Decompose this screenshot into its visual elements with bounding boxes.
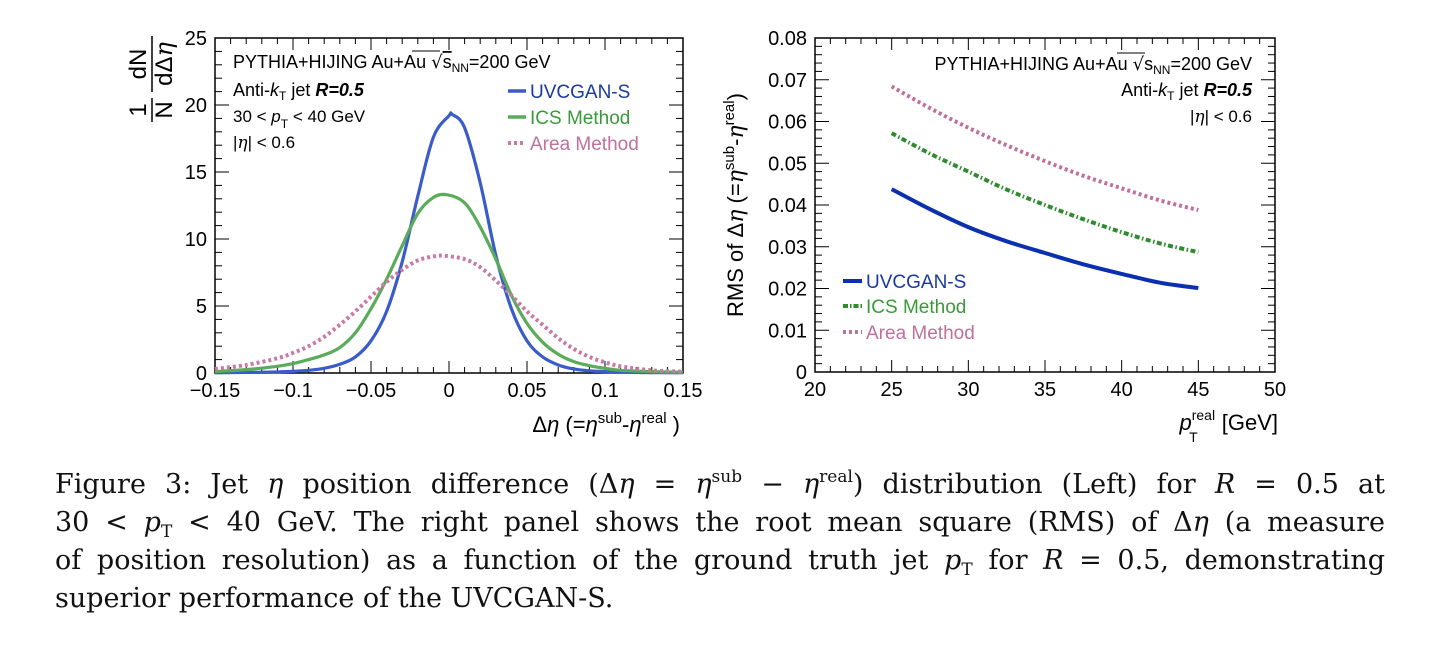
series-line-ics-method	[214, 192, 684, 374]
left-ylabel-N: N	[151, 101, 178, 118]
legend-label-ics: ICS Method	[530, 108, 630, 129]
y-tick-label: 10	[185, 229, 207, 251]
y-tick-label: 0.06	[768, 112, 807, 134]
right-legend-item-ics: ICS Method	[843, 297, 966, 318]
right-xlabel: preal T [GeV]	[1178, 407, 1278, 445]
legend-label-area: Area Method	[866, 323, 975, 344]
figure-caption: Figure 3: Jet η position difference (Δη …	[55, 466, 1385, 618]
x-tick-label: 0.1	[591, 380, 619, 402]
series-line-ics-method	[890, 131, 1199, 255]
left-tick-labels: −0.15 −0.1 −0.05 0 0.05 0.1 0.15 0 5 10 15 20 25	[185, 28, 703, 402]
right-ylabel: RMS of Δη (=ηsub-ηreal)	[721, 93, 749, 317]
caption-line-3: of position resolution) as a function of…	[55, 545, 1385, 580]
left-ylabel: 1 N dN dΔη	[125, 36, 178, 122]
y-tick-label: 0	[796, 362, 807, 384]
x-tick-label: 35	[1034, 379, 1056, 401]
legend-label-uvcgan: UVCGAN-S	[530, 82, 630, 103]
left-annotation-pt: 30 < pT < 40 GeV	[233, 107, 366, 131]
caption-line-2: 30 < pT < 40 GeV. The right panel shows …	[55, 507, 1385, 542]
y-tick-label: 0.02	[768, 279, 807, 301]
y-tick-label: 20	[185, 95, 207, 117]
left-axis-ticks	[214, 37, 684, 374]
left-ylabel-dN: dN	[125, 49, 152, 80]
y-tick-label: 0.07	[768, 70, 807, 92]
left-panel: −0.15 −0.1 −0.05 0 0.05 0.1 0.15 0 5 10 15 20 25 1 N…	[125, 28, 702, 437]
right-legend-item-uvcgan: UVCGAN-S	[843, 272, 966, 293]
left-xlabel: Δη (=ηsub-ηreal )	[532, 410, 680, 437]
caption-line-4: superior performance of the UVCGAN-S.	[55, 583, 614, 614]
right-legend: UVCGAN-S ICS Method Area Method	[843, 272, 975, 344]
y-tick-label: 0	[196, 363, 207, 385]
left-legend-item-area: Area Method	[508, 134, 639, 155]
legend-label-uvcgan: UVCGAN-S	[866, 272, 966, 293]
x-tick-label: 0	[443, 380, 454, 402]
legend-label-ics: ICS Method	[866, 297, 966, 318]
x-tick-label: 25	[881, 379, 903, 401]
left-ylabel-ddeta: dΔη	[150, 42, 178, 86]
y-tick-label: 0.01	[768, 320, 807, 342]
x-tick-label: −0.15	[190, 380, 241, 402]
y-tick-label: 0.04	[768, 195, 807, 217]
left-legend-item-uvcgan: UVCGAN-S	[508, 82, 630, 103]
x-tick-label: 30	[957, 379, 979, 401]
y-tick-label: 0.03	[768, 237, 807, 259]
right-panel: 20 25 30 35 40 45 50 0 0.01 0.02 0.03 0.04 0.05 0.06 0…	[721, 28, 1286, 445]
x-tick-label: −0.1	[273, 380, 312, 402]
x-tick-label: 0.05	[508, 380, 547, 402]
right-annotation-jet: Anti-kT jet R=0.5	[1121, 80, 1253, 103]
x-tick-label: 40	[1111, 379, 1133, 401]
y-tick-label: 5	[196, 296, 207, 318]
y-tick-label: 15	[185, 162, 207, 184]
right-legend-item-area: Area Method	[843, 323, 975, 344]
right-tick-labels: 20 25 30 35 40 45 50 0 0.01 0.02 0.03 0.04 0.05 0.06 0…	[768, 28, 1286, 401]
right-annotation-eta: |η| < 0.6	[1190, 107, 1252, 127]
left-annotation-collision: PYTHIA+HIJING Au+Au √sNN=200 GeV	[233, 52, 550, 75]
series-line-uvcgan-s	[214, 111, 684, 375]
left-annotation-jet: Anti-kT jet R=0.5	[233, 80, 365, 103]
series-line-area-method	[214, 253, 684, 374]
left-curves	[214, 111, 684, 375]
y-tick-label: 0.08	[768, 28, 807, 50]
left-ylabel-one: 1	[125, 103, 152, 116]
left-legend: UVCGAN-S ICS Method Area Method	[508, 82, 639, 155]
y-tick-label: 0.05	[768, 153, 807, 175]
series-line-uvcgan-s	[890, 187, 1199, 291]
right-axis-ticks	[814, 37, 1276, 373]
right-annotation-collision: PYTHIA+HIJING Au+Au √sNN=200 GeV	[935, 54, 1252, 77]
x-tick-label: 20	[804, 379, 826, 401]
legend-label-area: Area Method	[530, 134, 639, 155]
left-annotation-eta: |η| < 0.6	[233, 133, 295, 153]
right-curves	[890, 84, 1199, 291]
caption-line-1: Figure 3: Jet η position difference (Δη …	[55, 467, 1385, 501]
left-legend-item-ics: ICS Method	[508, 108, 630, 129]
x-tick-label: 50	[1264, 379, 1286, 401]
y-tick-label: 25	[185, 28, 207, 50]
series-line-area-method	[890, 84, 1199, 212]
x-tick-label: 45	[1187, 379, 1209, 401]
x-tick-label: −0.05	[346, 380, 397, 402]
x-tick-label: 0.15	[664, 380, 703, 402]
